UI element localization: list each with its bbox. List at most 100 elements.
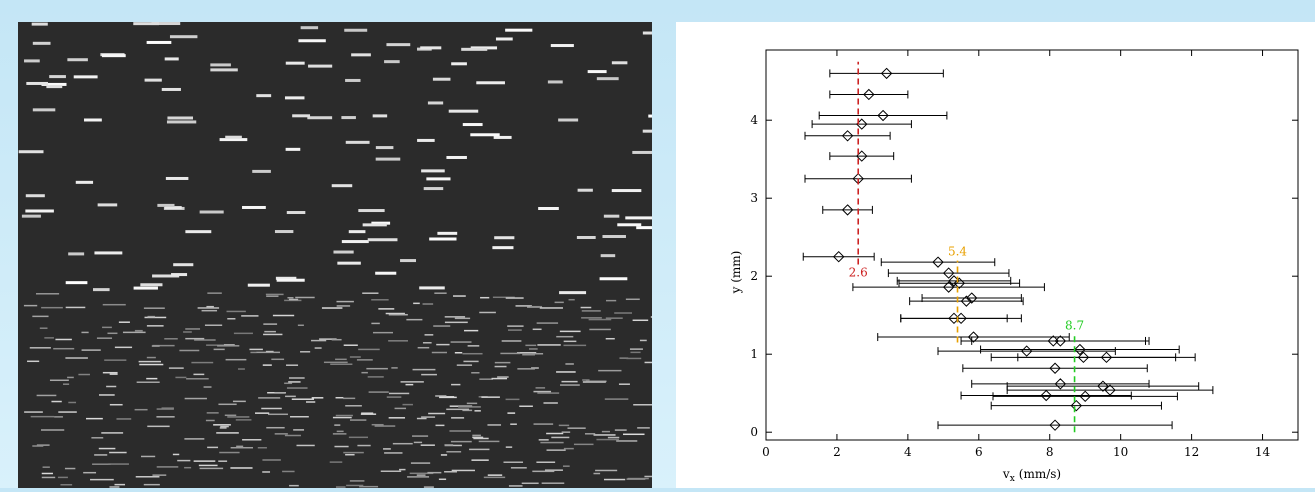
streak xyxy=(595,469,618,472)
streak xyxy=(235,419,252,421)
error-bar xyxy=(937,421,1173,430)
streak xyxy=(435,395,447,397)
streak xyxy=(122,331,146,334)
streak xyxy=(605,317,623,319)
streak xyxy=(450,440,472,443)
streak xyxy=(284,382,293,385)
x-tick-label: 0 xyxy=(762,445,770,459)
streak xyxy=(454,317,471,320)
error-bar xyxy=(829,69,944,78)
streak xyxy=(161,87,181,91)
streak xyxy=(169,35,198,39)
diamond-marker xyxy=(942,281,955,293)
streak xyxy=(494,236,515,240)
streak xyxy=(262,459,281,461)
y-tick-label: 2 xyxy=(750,269,758,283)
x-tick-label: 4 xyxy=(904,445,912,459)
streak xyxy=(184,466,192,469)
streak xyxy=(587,70,607,74)
streak xyxy=(201,309,218,312)
streak xyxy=(60,484,73,486)
streak xyxy=(291,398,315,400)
streak xyxy=(114,483,126,486)
streak xyxy=(335,396,344,399)
streak xyxy=(599,277,628,281)
streak xyxy=(413,441,423,444)
streak xyxy=(165,176,189,180)
y-tick-label: 4 xyxy=(750,113,758,127)
streak xyxy=(114,346,133,349)
streak xyxy=(68,252,85,256)
streak xyxy=(109,451,127,454)
streak xyxy=(337,261,361,265)
streak xyxy=(362,292,379,294)
streak xyxy=(266,295,279,297)
streak xyxy=(263,323,278,325)
streak xyxy=(49,75,66,79)
streak xyxy=(298,39,326,43)
streak xyxy=(357,444,371,447)
streak xyxy=(233,332,253,335)
streak xyxy=(256,94,272,98)
diamond-marker xyxy=(960,295,973,307)
streak xyxy=(51,400,62,403)
streak xyxy=(329,461,343,463)
x-tick-label: 6 xyxy=(975,445,983,459)
streak xyxy=(573,443,594,446)
error-bar xyxy=(852,283,1045,292)
streak xyxy=(44,337,54,339)
streak xyxy=(191,361,214,364)
streak xyxy=(40,429,65,431)
streak xyxy=(197,307,220,309)
streak xyxy=(198,464,218,467)
streak xyxy=(605,337,615,340)
streak xyxy=(427,471,442,474)
streak xyxy=(405,383,414,386)
y-tick-label: 3 xyxy=(750,191,758,205)
streak xyxy=(467,345,480,347)
streak xyxy=(107,332,118,335)
streak xyxy=(384,60,400,64)
streak xyxy=(58,411,77,413)
streak xyxy=(402,403,413,406)
streak xyxy=(426,177,451,181)
streak xyxy=(479,311,496,314)
streak xyxy=(546,449,566,451)
streak xyxy=(345,140,370,144)
streak xyxy=(296,444,315,447)
plot-frame xyxy=(765,49,1299,441)
streak xyxy=(261,407,282,410)
diamond-marker xyxy=(841,130,854,142)
streak xyxy=(175,376,187,379)
streak xyxy=(199,467,224,470)
streak xyxy=(453,295,466,297)
streak xyxy=(378,308,395,310)
streak xyxy=(423,187,444,191)
streak xyxy=(26,81,48,85)
streak xyxy=(431,351,447,354)
streak xyxy=(63,383,70,385)
streak xyxy=(285,395,296,398)
diamond-marker xyxy=(1054,378,1067,390)
streak xyxy=(479,378,493,380)
streak xyxy=(284,434,301,437)
streak xyxy=(449,430,471,432)
streak xyxy=(588,318,612,321)
streak xyxy=(435,424,445,427)
streak xyxy=(290,415,309,418)
streak xyxy=(232,400,246,403)
error-bar xyxy=(822,205,873,214)
streak xyxy=(462,409,473,412)
streak xyxy=(416,417,427,420)
streak xyxy=(116,418,132,420)
streak xyxy=(24,59,40,63)
streak xyxy=(614,429,627,431)
streak xyxy=(471,372,480,374)
streak xyxy=(444,321,468,324)
streak xyxy=(472,436,484,439)
streak xyxy=(341,116,356,120)
streak xyxy=(32,108,56,112)
streak xyxy=(161,407,174,409)
streak xyxy=(25,209,54,213)
streak xyxy=(236,445,244,448)
